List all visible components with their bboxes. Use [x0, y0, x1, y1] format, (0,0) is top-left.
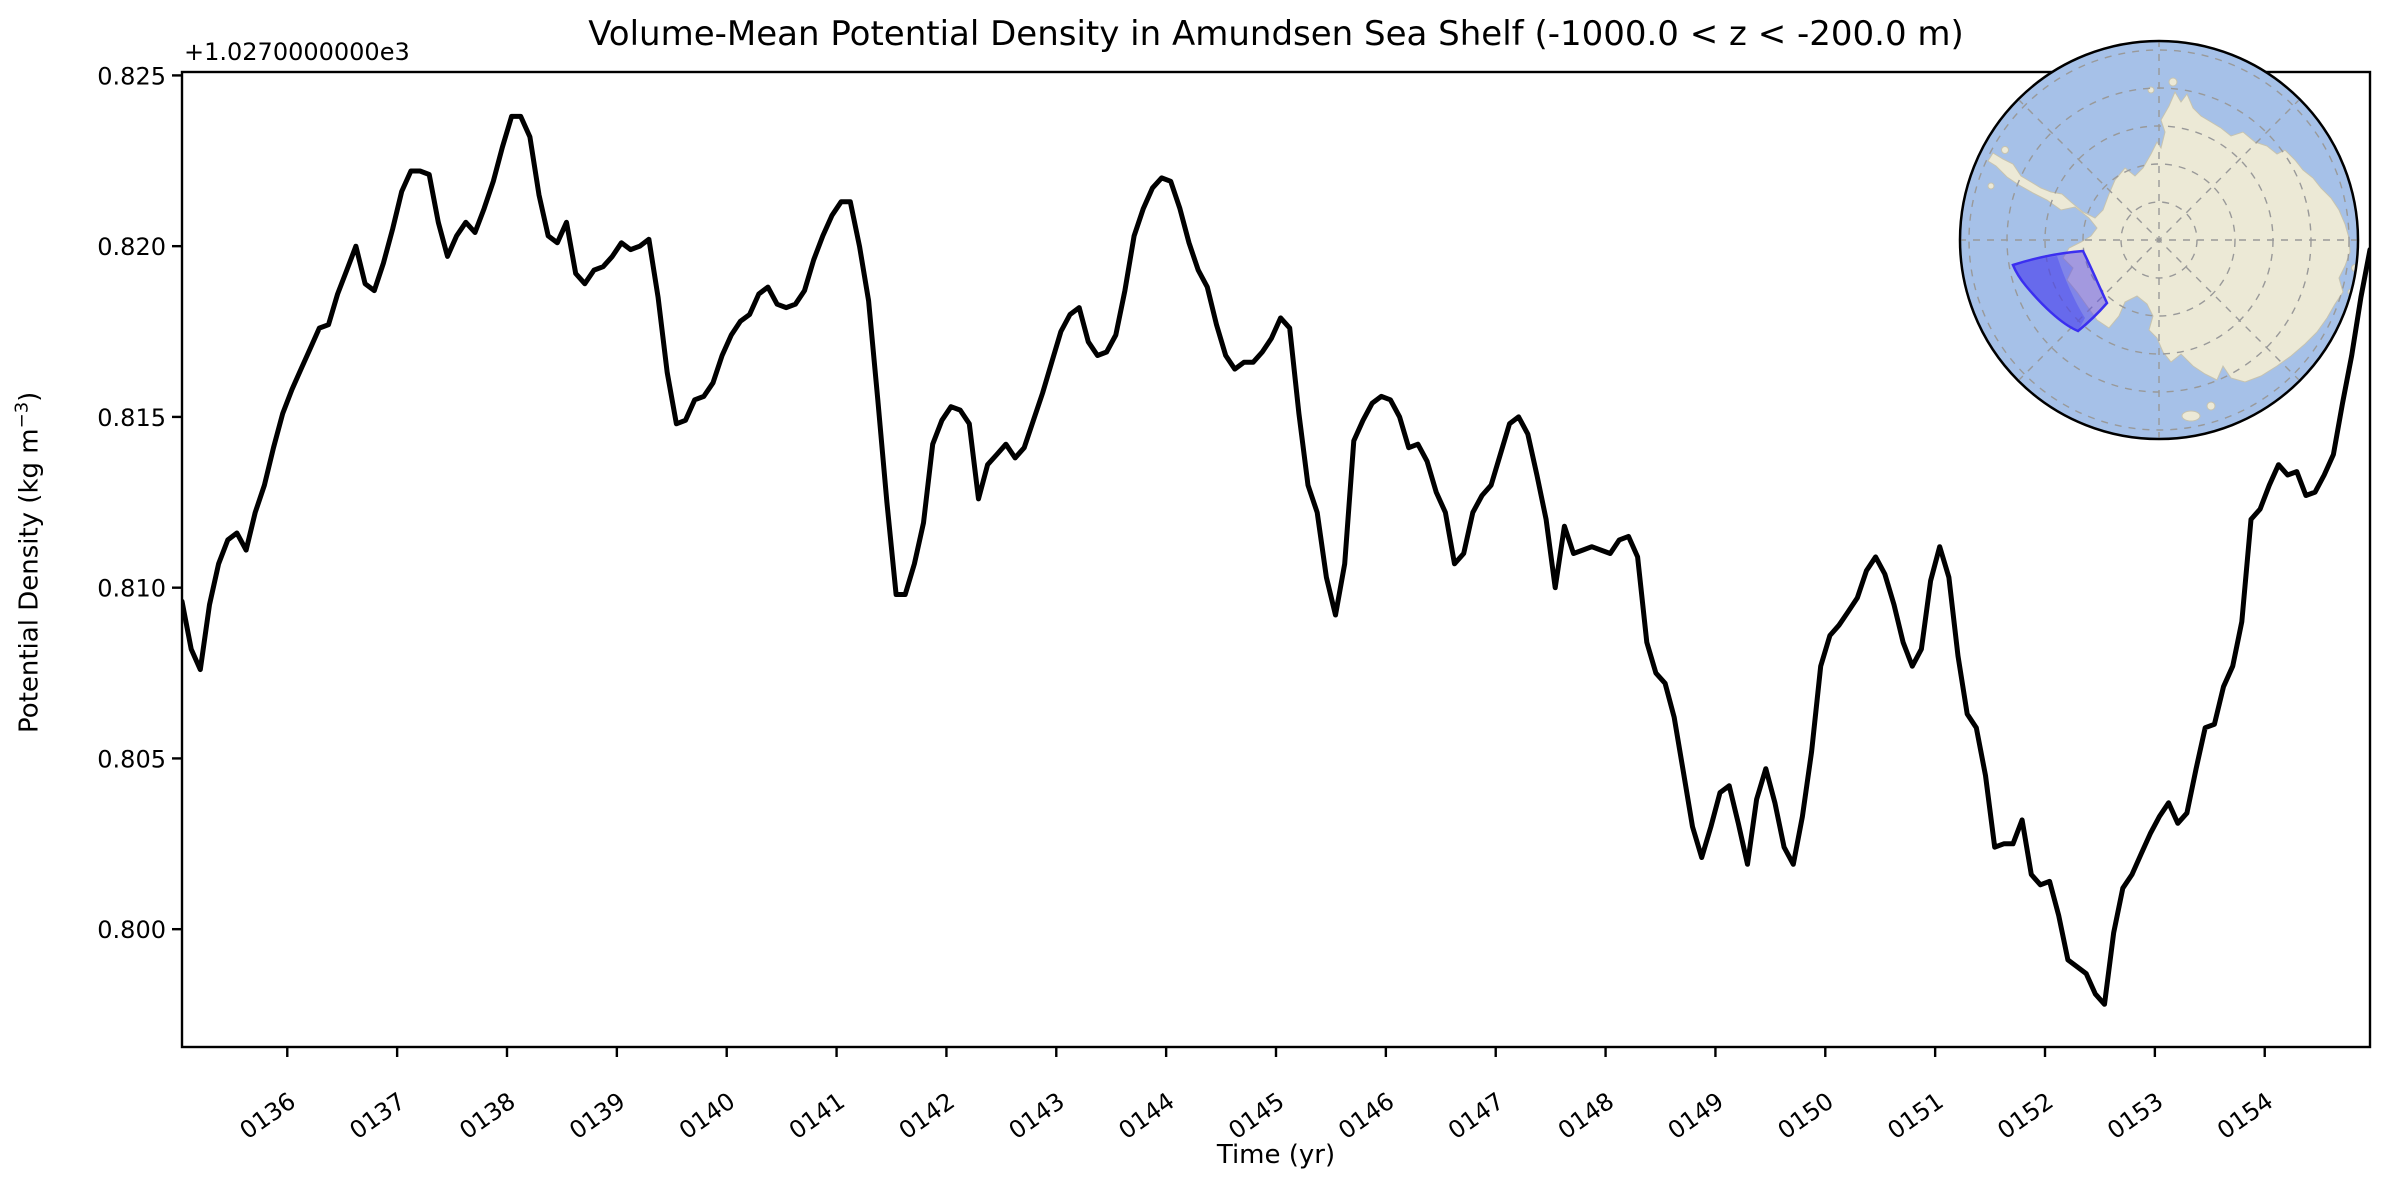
x-tick-label: 0149: [1663, 1087, 1729, 1145]
x-tick-label: 0151: [1882, 1087, 1948, 1145]
x-tick-label: 0152: [1992, 1087, 2058, 1145]
x-tick-label: 0138: [454, 1087, 520, 1145]
y-tick-label: 0.815: [97, 404, 166, 432]
antarctica-inset-map: [1958, 39, 2360, 441]
x-tick-label: 0144: [1113, 1087, 1179, 1145]
x-tick-label: 0147: [1443, 1087, 1509, 1145]
inset-globe-outline: [1958, 39, 2360, 441]
x-tick-label: 0154: [2212, 1087, 2278, 1145]
graticule: [1961, 42, 2357, 438]
potential-density-line: [182, 113, 2370, 1007]
amundsen-sea-region-highlight: [2011, 249, 2109, 333]
y-tick-label: 0.825: [97, 62, 166, 90]
y-tick-label: 0.810: [97, 575, 166, 603]
x-tick-label: 0148: [1553, 1087, 1619, 1145]
x-tick-label: 0143: [1004, 1087, 1070, 1145]
x-tick-label: 0140: [674, 1087, 740, 1145]
x-tick-label: 0141: [784, 1087, 850, 1145]
x-tick-label: 0136: [235, 1087, 301, 1145]
chart-title: Volume-Mean Potential Density in Amundse…: [588, 14, 1964, 54]
x-tick-label: 0150: [1773, 1087, 1839, 1145]
y-tick-label: 0.800: [97, 916, 166, 944]
x-tick-label: 0139: [564, 1087, 630, 1145]
x-tick-label: 0137: [344, 1087, 410, 1145]
x-tick-label: 0145: [1223, 1087, 1289, 1145]
y-tick-label: 0.805: [97, 745, 166, 773]
x-tick-label: 0142: [894, 1087, 960, 1145]
x-tick-label: 0153: [2102, 1087, 2168, 1145]
antarctica-landmass: [1987, 77, 2357, 422]
x-tick-label: 0146: [1333, 1087, 1399, 1145]
y-tick-label: 0.820: [97, 233, 166, 261]
x-axis-label: Time (yr): [1216, 1140, 1336, 1170]
y-axis-offset-text: +1.0270000000e3: [184, 38, 410, 66]
tick-marks: [172, 74, 2266, 1057]
